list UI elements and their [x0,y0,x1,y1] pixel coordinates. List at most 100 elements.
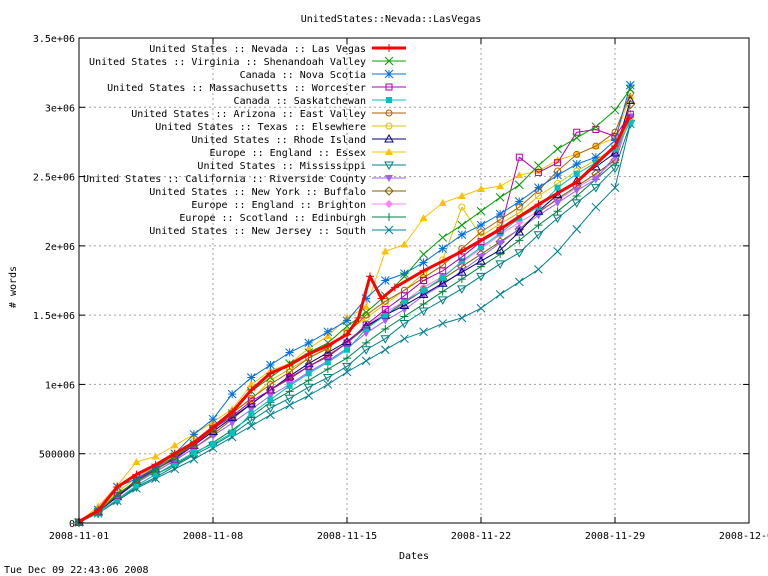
data-point [610,148,620,157]
data-point [380,345,390,355]
x-tick-label: 2008-11-08 [183,531,243,542]
data-point [572,187,581,195]
data-point [457,313,467,323]
legend-label: United States :: Texas :: Elsewhere [155,122,366,133]
x-axis-label: Dates [399,551,429,562]
data-point [495,290,505,299]
data-point [592,142,600,150]
x-tick-label: 2008-11-15 [317,531,377,542]
x-tick-label: 2008-11-01 [49,531,109,542]
data-point [210,441,216,448]
data-point [354,313,363,322]
data-point [132,474,141,484]
y-tick-label: 1.5e+06 [33,311,75,322]
data-point [400,269,409,278]
data-point [515,153,523,161]
data-point [534,221,543,230]
data-point [323,380,333,389]
data-point [456,267,467,276]
data-point [384,186,394,196]
data-point [305,362,313,370]
data-point [625,95,636,104]
legend-label: Europe :: England :: Brighton [191,200,366,211]
y-tick-label: 3.5e+06 [33,34,75,45]
data-point [572,133,582,143]
data-point [610,105,620,115]
data-point [285,400,294,410]
legend-label: United States :: Arizona :: East Valley [131,109,366,120]
data-point [627,119,634,126]
gridlines [79,38,749,523]
data-point [496,250,505,259]
data-point [591,122,601,132]
data-point [401,298,408,305]
data-point [266,386,274,394]
data-point [571,199,582,208]
data-point [361,346,372,355]
data-point [362,321,370,329]
timestamp-footer: Tue Dec 09 22:43:06 2008 [4,565,149,576]
data-point [170,441,179,449]
data-point [267,396,274,403]
data-point [399,300,410,309]
data-point [265,404,276,413]
data-point [247,380,256,388]
x-tick-label: 2008-11-22 [451,531,511,542]
data-point [385,175,393,182]
data-point [381,325,390,333]
legend-entry: United States :: Arizona :: East Valley [131,109,406,120]
legend-label: Canada :: Saskatchewan [234,96,366,107]
data-point [227,389,237,399]
y-tick-label: 0 [69,519,75,530]
data-point [209,423,217,432]
data-point [382,312,389,319]
data-point [554,184,561,191]
legend-entry: Europe :: England :: Brighton [191,200,406,211]
data-point [132,458,141,466]
data-point [496,240,505,248]
data-point [229,429,236,436]
data-point [476,272,486,282]
legend-entry: Canada :: Nova Scotia [240,69,406,81]
data-point [400,312,409,321]
data-point [591,152,601,162]
data-point [439,274,446,281]
data-point [303,383,314,393]
series-lines [74,80,636,528]
data-point [284,394,295,404]
data-point [553,144,562,154]
data-point [495,260,506,269]
y-axis-label: # words [8,266,19,308]
data-point [437,278,448,287]
data-point [266,392,275,400]
data-point [363,326,370,332]
data-point [552,214,563,224]
x-tick-label: 2008-12-06 [719,531,768,542]
legend-label: United States :: Virginia :: Shenandoah … [89,57,366,68]
data-point [400,334,409,344]
legend-entry: United States :: California :: Riverside… [83,174,406,185]
data-point [304,344,313,352]
data-point [420,287,427,294]
plot-frame [78,37,750,524]
data-point [208,414,218,424]
legend-entry: Canada :: Saskatchewan [234,96,406,107]
data-point [305,370,312,377]
y-tick-label: 2e+06 [45,242,75,253]
data-point [304,376,313,385]
data-point [419,327,428,337]
legend-entry: United States :: Mississippi [197,161,406,172]
data-point [610,183,620,193]
data-point [573,170,580,177]
data-point [384,56,394,66]
data-point [514,249,525,258]
legend-entry: United States :: Virginia :: Shenandoah … [89,56,406,68]
data-point [228,420,237,428]
axes: 0 500000 1e+06 1.5e+06 2e+06 2.5e+06 3e+06 3.5e… [33,34,768,542]
data-point [151,452,160,460]
data-point [386,97,392,103]
data-point [572,159,582,169]
data-point [515,236,524,245]
data-point [495,193,505,202]
